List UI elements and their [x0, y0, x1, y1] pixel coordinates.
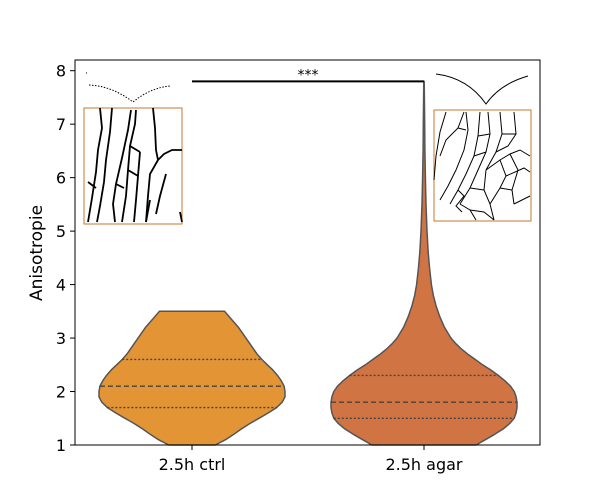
ctrl-cell-outlines: [87, 107, 183, 223]
y-tick-label: 7: [56, 115, 66, 134]
y-tick-label: 4: [56, 276, 66, 295]
ctrl-inset-frame: [83, 107, 183, 225]
y-tick-label: 2: [56, 383, 66, 402]
agar-cell-outline-inset: [433, 73, 532, 222]
agar-inset-frame: [433, 109, 532, 222]
y-tick-label: 1: [56, 436, 66, 455]
y-axis: 1 2 3 4 5 6 7 8: [56, 62, 75, 455]
y-axis-label: Anisotropie: [27, 205, 47, 301]
violins-layer: [98, 80, 518, 446]
y-tick-label: 5: [56, 222, 66, 241]
x-tick-label-agar: 2.5h agar: [385, 455, 462, 474]
y-tick-label: 6: [56, 169, 66, 188]
significance-label: ***: [298, 67, 319, 83]
agar-cell-outlines: [433, 111, 531, 221]
ctrl-curve-icon: [86, 72, 171, 103]
quartile-lines-layer: [99, 358, 517, 419]
y-tick-label: 8: [56, 62, 66, 81]
plot-frame: [74, 59, 541, 446]
y-tick-label: 3: [56, 329, 66, 348]
ctrl-cell-outline-inset: [83, 72, 183, 225]
violin-0: [98, 310, 286, 446]
agar-curve-icon: [435, 73, 529, 105]
x-tick-label-ctrl: 2.5h ctrl: [159, 455, 226, 474]
significance-bracket: ***: [192, 67, 424, 83]
x-axis: 2.5h ctrl 2.5h agar: [159, 445, 463, 474]
